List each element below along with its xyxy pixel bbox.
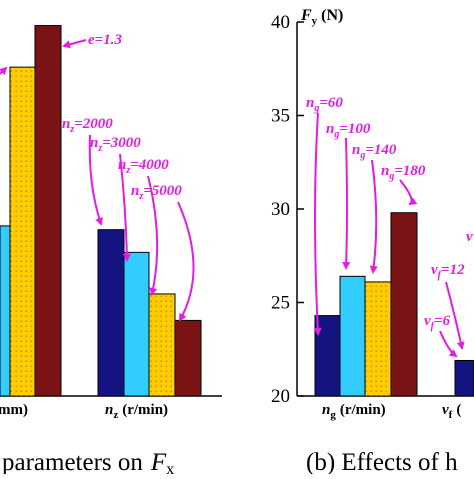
panel-a-bar-navy-2: [97, 229, 125, 397]
panel-b-annotation-ng-100: ng=100: [326, 121, 371, 140]
panel-b-annotation-v-cropped: v: [466, 229, 473, 245]
panel-b-bar-yellow-1-texture: [365, 281, 391, 396]
panel-b-annotation-ng-140: ng=140: [352, 142, 397, 161]
panel-b-bar-navy-2: [454, 359, 474, 397]
panel-a-xlabel-2: nz (r/min): [105, 402, 168, 421]
panel-a-bar-maroon-1: [34, 25, 62, 397]
panel-a-arrow-e: [62, 39, 87, 49]
panel-a-arrow-nz-2000: [88, 134, 103, 226]
panel-a-arrow-nz-4000: [147, 175, 159, 296]
panel-a-bar-yellow-1-texture: [10, 67, 35, 396]
panel-b: 20 25 30 35 40 Fy (N) ng=60 ng=100 ng=140 ng=…: [271, 7, 474, 476]
panel-b-annotation-ng-180: ng=180: [381, 163, 426, 182]
panel-b-ylabel: Fy (N): [300, 7, 343, 27]
panel-b-annotation-vf-12: vf=12: [431, 262, 465, 281]
panel-b-caption: (b) Effects of h: [306, 449, 458, 474]
panel-a: e=1.3 nz=2000 nz=3000 nz=4000 nz=5000 mm…: [0, 25, 222, 478]
panel-b-y-tick-label: 40: [271, 12, 290, 33]
panel-a-caption: parameters on Fx: [2, 449, 174, 474]
panel-b-bar-navy-1: [314, 315, 341, 397]
panel-b-arrow-ng-140: [369, 159, 378, 274]
panel-b-y-tick-label: 35: [271, 106, 290, 127]
panel-b-xlabel-1: ng (r/min): [322, 402, 386, 421]
panel-a-bar-yellow-2-texture: [149, 293, 175, 396]
panel-b-arrow-ng-60: [313, 112, 322, 336]
panel-b-bar-maroon-1: [390, 212, 418, 397]
panel-b-arrow-vf-12: [445, 281, 465, 350]
panel-a-annotation-nz-5000: nz=5000: [131, 183, 182, 202]
panel-a-annotation-e: e=1.3: [88, 32, 122, 48]
panel-b-y-ticks: 20 25 30 35 40: [271, 12, 304, 407]
panel-a-arrow-cropped: [0, 66, 8, 76]
panel-b-arrow-vf-6: [439, 330, 458, 358]
panel-b-arrow-ng-180: [399, 179, 418, 206]
panel-b-xlabel-2: vf(: [442, 402, 461, 421]
panel-a-bar-cyan-2: [123, 251, 150, 397]
panel-a-annotation-nz-3000: nz=3000: [90, 135, 141, 154]
panel-a-annotation-nz-4000: nz=4000: [118, 157, 169, 176]
panel-a-bar-maroon-2: [174, 319, 202, 397]
panel-a-arrow-nz-3000: [119, 153, 131, 262]
panel-b-y-tick-label: 20: [271, 386, 290, 407]
panel-b-y-tick-label: 25: [271, 293, 290, 314]
panel-b-annotation-ng-60: ng=60: [306, 95, 343, 114]
panel-b-arrow-ng-100: [342, 137, 351, 270]
panel-a-arrow-nz-5000: [177, 201, 195, 322]
panel-a-bar-cyan-1: [0, 225, 11, 397]
panel-b-y-tick-label: 30: [271, 199, 290, 220]
panel-a-annotation-nz-2000: nz=2000: [62, 116, 113, 135]
panel-b-bar-cyan-1: [339, 275, 366, 397]
panel-a-xlabel-1: mm): [0, 402, 28, 418]
panel-b-annotation-vf-6: vf=6: [424, 313, 451, 332]
